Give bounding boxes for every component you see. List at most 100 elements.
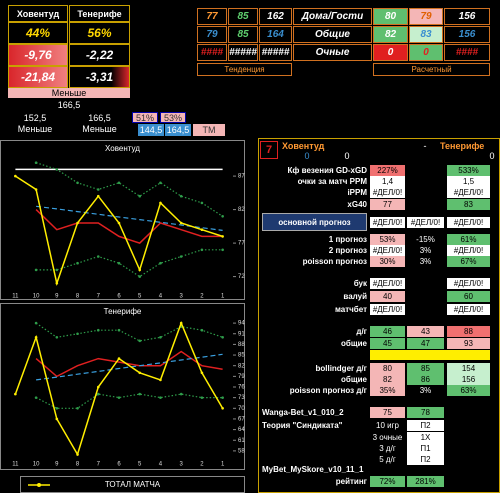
x-tick-label: 2 <box>200 462 204 468</box>
row-label: общие <box>341 339 367 348</box>
verdict: Меньше <box>82 124 117 134</box>
stat-value: 47 <box>407 338 444 349</box>
total: 166,5 <box>57 99 81 110</box>
y-tick-label: 72 <box>238 274 245 280</box>
summary-value: 162 <box>259 8 292 25</box>
series-point <box>117 396 121 399</box>
x-tick-label: 11 <box>12 462 19 468</box>
stat-value: 63% <box>447 385 490 396</box>
y-tick-label: 82 <box>238 363 245 369</box>
series-point <box>96 392 100 396</box>
highlight-bar <box>370 350 490 360</box>
y-tick-label: 58 <box>238 448 245 454</box>
stat-value: 1,4 <box>370 176 405 187</box>
stat-value: 75 <box>370 407 405 418</box>
stat-value: П2 <box>407 454 444 465</box>
stat-value: 281% <box>407 476 444 487</box>
row-label: poisson прогноз <box>302 257 367 266</box>
series-point <box>34 161 38 164</box>
row-label: общие <box>341 375 367 384</box>
series-point <box>55 268 59 272</box>
y-tick-label: 73 <box>238 395 245 401</box>
stat-value: #ДЕЛ/0! <box>370 304 405 315</box>
x-tick-label: 1 <box>221 462 225 468</box>
x-tick-label: 9 <box>55 294 59 300</box>
percent: 56% <box>69 22 130 44</box>
stat-value: 3% <box>419 257 432 266</box>
stat-value: #ДЕЛ/0! <box>447 245 490 256</box>
row-label: bollindger д/г <box>315 364 367 373</box>
summary-value: ##### <box>228 44 258 61</box>
summary-value: 79 <box>197 26 227 43</box>
chart-frame <box>0 140 245 300</box>
x-tick-label: 3 <box>180 294 184 300</box>
summary-value: 77 <box>197 8 227 25</box>
series-point <box>179 255 183 258</box>
zero: 0 <box>489 151 495 161</box>
summary-value: 83 <box>409 26 443 43</box>
x-tick-label: 10 <box>33 462 40 468</box>
series-point <box>138 275 142 278</box>
stat-value: #ДЕЛ/0! <box>447 187 490 198</box>
stat-value: #ДЕЛ/0! <box>447 304 490 315</box>
stat-value: 46 <box>370 326 405 337</box>
summary-value: 164 <box>259 26 292 43</box>
stat-value: #ДЕЛ/0! <box>370 245 405 256</box>
summary-value: ##### <box>259 44 292 61</box>
stat-value: 72% <box>370 476 405 487</box>
row-label: Wanga-Bet_v1_010_2 <box>262 408 344 417</box>
series-point <box>159 378 162 382</box>
row-label: MyBet_MySkore_v10_11_1 <box>262 465 364 474</box>
row-label: очки за матч PPM <box>297 177 367 186</box>
x-tick-label: 4 <box>159 462 163 468</box>
row-label: iPPM <box>347 188 367 197</box>
stat-value: #ДЕЛ/0! <box>370 187 405 198</box>
verdict: Меньше <box>8 88 130 98</box>
stat-value: #ДЕЛ/0! <box>447 217 490 228</box>
series-point <box>159 396 162 399</box>
chart-frame <box>0 303 245 470</box>
series-point <box>76 261 79 265</box>
team-name: Тенерифе <box>440 141 485 151</box>
zero: 0 <box>304 151 310 161</box>
series-point <box>14 392 17 396</box>
section-label: Тенденция <box>197 63 292 76</box>
series-line <box>35 322 223 342</box>
series-point <box>179 392 183 396</box>
summary-value: 79 <box>409 8 443 25</box>
chart-title: Ховентуд <box>105 144 140 153</box>
team-name: Ховентуд <box>282 141 325 151</box>
series-point <box>221 235 224 238</box>
series-point <box>55 168 59 171</box>
x-tick-label: 7 <box>97 462 101 468</box>
summary-value: #### <box>197 44 227 61</box>
series-line <box>35 162 223 217</box>
series-line <box>35 209 223 244</box>
series-point <box>76 453 79 456</box>
stat-value: #ДЕЛ/0! <box>370 217 405 228</box>
value-cell: 152,5 <box>23 112 47 123</box>
row-label: д/г <box>356 327 367 336</box>
label: ТМ <box>193 124 225 136</box>
stat-value: 88 <box>447 326 490 337</box>
series-point <box>34 188 38 191</box>
row-label: Очные <box>293 44 372 61</box>
stat-value: -15% <box>416 235 435 244</box>
series-point <box>96 194 100 198</box>
row-label: 2 прогноз <box>328 246 367 255</box>
y-tick-label: 76 <box>238 385 245 391</box>
series-point <box>159 336 162 339</box>
stat-value: #ДЕЛ/0! <box>370 278 405 289</box>
series-point <box>55 407 59 410</box>
stat-value: 78 <box>407 407 444 418</box>
series-point <box>221 396 224 399</box>
series-point <box>200 328 204 332</box>
row-label: матчбет <box>334 305 367 314</box>
y-tick-label: 79 <box>238 374 245 380</box>
percent: 44% <box>8 22 68 44</box>
series-point <box>117 181 121 185</box>
series-point <box>179 194 183 198</box>
x-tick-label: 8 <box>76 294 80 300</box>
